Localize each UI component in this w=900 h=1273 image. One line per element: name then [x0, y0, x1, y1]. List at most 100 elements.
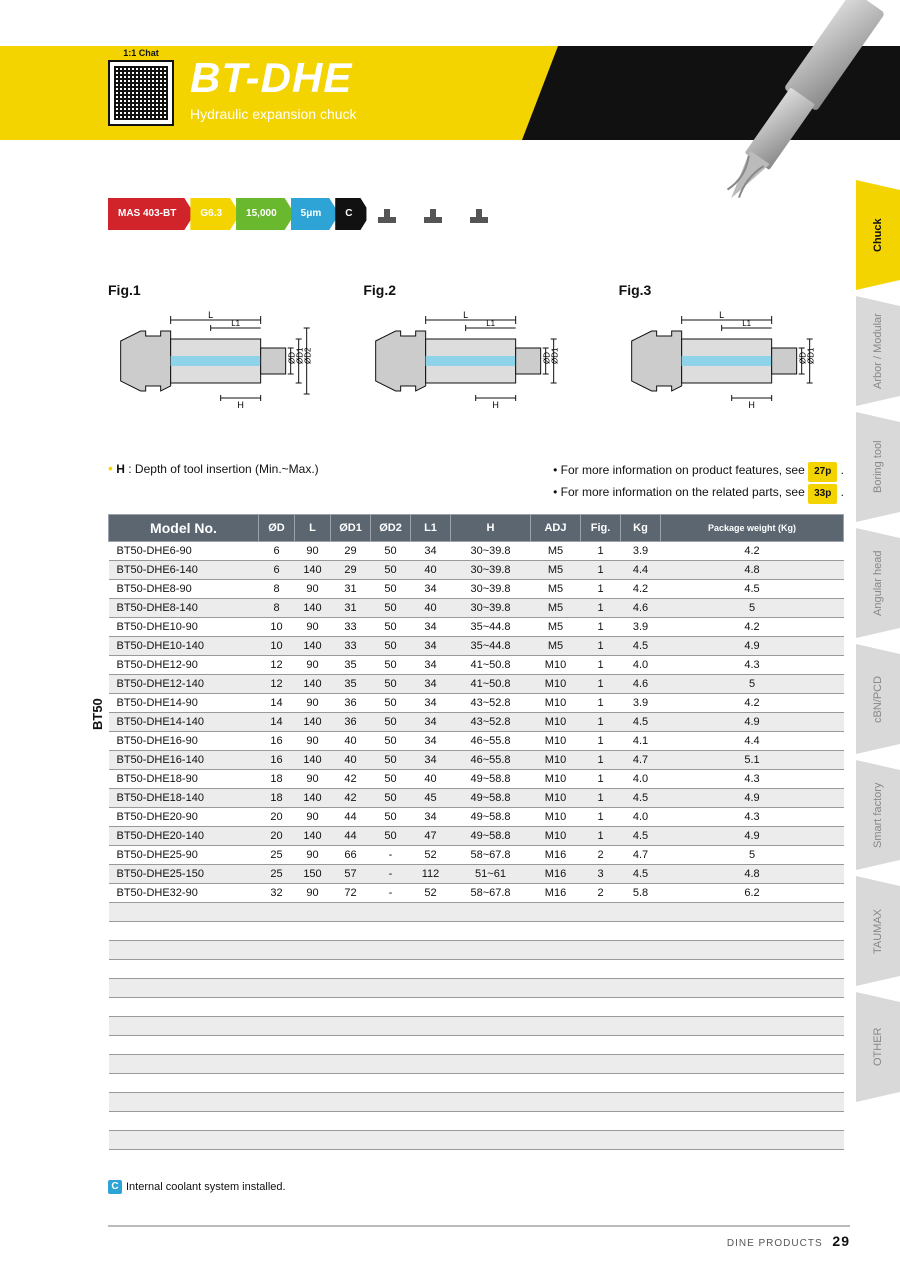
table-cell [531, 1036, 581, 1055]
table-row [109, 903, 844, 922]
table-cell: 72 [331, 884, 371, 903]
col-model: Model No. [109, 515, 259, 542]
table-cell: 50 [371, 675, 411, 694]
table-cell [581, 1074, 621, 1093]
table-cell: M5 [531, 542, 581, 561]
table-cell [259, 941, 295, 960]
side-tab[interactable]: Chuck [856, 180, 900, 290]
table-cell [109, 1093, 259, 1112]
table-cell: 1 [581, 732, 621, 751]
table-cell: 4.7 [621, 751, 661, 770]
table-cell: 140 [295, 637, 331, 656]
table-cell: BT50-DHE32-90 [109, 884, 259, 903]
table-row: BT50-DHE32-90329072-5258~67.8M1625.86.2 [109, 884, 844, 903]
table-cell [331, 1036, 371, 1055]
page-title: BT-DHE [190, 54, 357, 102]
table-cell: 18 [259, 770, 295, 789]
table-cell: M5 [531, 580, 581, 599]
side-tab[interactable]: Angular head [856, 528, 900, 638]
table-cell [581, 922, 621, 941]
table-cell: 4.2 [661, 618, 844, 637]
col-header: Fig. [581, 515, 621, 542]
table-cell: 34 [411, 618, 451, 637]
table-cell: 4.3 [661, 656, 844, 675]
table-cell: 46~55.8 [451, 732, 531, 751]
table-cell: M10 [531, 713, 581, 732]
table-cell [259, 1074, 295, 1093]
table-row: BT50-DHE10-90109033503435~44.8M513.94.2 [109, 618, 844, 637]
table-cell [331, 1093, 371, 1112]
table-cell [411, 941, 451, 960]
table-cell [259, 998, 295, 1017]
table-cell: 4.5 [621, 865, 661, 884]
feature-tag: MAS 403-BTShank [108, 198, 194, 230]
table-cell: BT50-DHE6-140 [109, 561, 259, 580]
table-cell [661, 1055, 844, 1074]
col-header: L [295, 515, 331, 542]
table-cell: 14 [259, 694, 295, 713]
table-cell [411, 1112, 451, 1131]
table-cell: 34 [411, 732, 451, 751]
table-cell: 90 [295, 846, 331, 865]
side-tab[interactable]: cBN/PCD [856, 644, 900, 754]
table-cell: 1 [581, 618, 621, 637]
table-side-label: BT50 [90, 514, 105, 914]
table-cell: 3.9 [621, 618, 661, 637]
table-cell: M10 [531, 770, 581, 789]
table-cell [295, 941, 331, 960]
side-tab[interactable]: Smart factory [856, 760, 900, 870]
side-tab[interactable]: TAUMAX [856, 876, 900, 986]
feature-tag-label: Reaming [412, 234, 452, 244]
side-tab[interactable]: OTHER [856, 992, 900, 1102]
svg-text:H: H [237, 400, 244, 410]
feature-tag: 15,000Max RPM [236, 198, 295, 230]
table-cell: 12 [259, 675, 295, 694]
footer-rule [108, 1225, 850, 1227]
table-cell [371, 979, 411, 998]
table-cell [531, 922, 581, 941]
table-cell [621, 941, 661, 960]
table-cell: M5 [531, 637, 581, 656]
table-cell: 31 [331, 580, 371, 599]
figure-caption: Fig.1 [108, 282, 333, 298]
table-cell: M10 [531, 751, 581, 770]
table-cell: BT50-DHE25-90 [109, 846, 259, 865]
feature-tag: Milling [366, 198, 416, 230]
table-cell: BT50-DHE10-140 [109, 637, 259, 656]
table-cell: 35~44.8 [451, 618, 531, 637]
figure-caption: Fig.3 [619, 282, 844, 298]
table-cell: 1 [581, 637, 621, 656]
col-header: ØD2 [371, 515, 411, 542]
table-cell: 1 [581, 580, 621, 599]
table-row: BT50-DHE14-1401414036503443~52.8M1014.54… [109, 713, 844, 732]
table-cell: 140 [295, 827, 331, 846]
table-cell: 90 [295, 580, 331, 599]
info-note: • For more information on the related pa… [553, 482, 844, 504]
table-cell: 4.9 [661, 637, 844, 656]
table-cell: 90 [295, 770, 331, 789]
table-cell [411, 979, 451, 998]
table-cell [109, 1055, 259, 1074]
table-cell: - [371, 865, 411, 884]
table-row [109, 1074, 844, 1093]
table-row: BT50-DHE18-1401814042504549~58.8M1014.54… [109, 789, 844, 808]
feature-tag-label: Coolant System [335, 234, 360, 244]
table-cell: 4.8 [661, 865, 844, 884]
table-row: BT50-DHE16-1401614040503446~55.8M1014.75… [109, 751, 844, 770]
table-cell: 4.0 [621, 656, 661, 675]
side-tab[interactable]: Boring tool [856, 412, 900, 522]
table-row: BT50-DHE20-90209044503449~58.8M1014.04.3 [109, 808, 844, 827]
h-note-bold: H [116, 462, 125, 476]
table-cell [295, 903, 331, 922]
table-cell [331, 941, 371, 960]
side-tab[interactable]: Arbor / Modular [856, 296, 900, 406]
table-cell: 50 [371, 694, 411, 713]
table-cell: 18 [259, 789, 295, 808]
table-cell [661, 1093, 844, 1112]
table-cell: 50 [371, 789, 411, 808]
table-cell [371, 1112, 411, 1131]
table-cell: 41~50.8 [451, 675, 531, 694]
table-cell [661, 1036, 844, 1055]
svg-text:L1: L1 [231, 319, 240, 328]
table-cell: M10 [531, 789, 581, 808]
